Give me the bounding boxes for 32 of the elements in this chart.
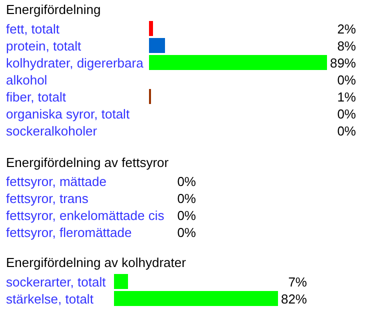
- y-tick-label: sockeralkoholer: [6, 124, 98, 138]
- data-label: 82%: [280, 292, 308, 306]
- data-label: 2%: [337, 22, 356, 36]
- category-label: fettsyror, mättade: [6, 173, 106, 190]
- data-label: 0%: [337, 72, 356, 88]
- data-label: 0%: [177, 190, 196, 207]
- y-tick-label: protein, totalt: [6, 38, 82, 54]
- y-tick-label: sockerarter, totalt: [6, 274, 106, 290]
- data-label: 7%: [288, 274, 308, 290]
- data-label: 89%: [330, 56, 356, 70]
- data-label: 0%: [337, 124, 356, 138]
- category-label: fettsyror, enkelomättade cis: [6, 207, 164, 224]
- bar: [149, 38, 165, 53]
- data-label: 0%: [177, 224, 196, 241]
- data-label: 0%: [177, 173, 196, 190]
- y-tick-label: fett, totalt: [6, 22, 60, 36]
- chart-title: Energifördelning: [5, 1, 102, 19]
- bar: [149, 21, 153, 36]
- y-tick-label: stärkelse, totalt: [6, 292, 94, 306]
- category-label: fettsyror, trans: [6, 190, 88, 207]
- chart-title: Energifördelning av kolhydrater: [5, 254, 187, 272]
- data-label: 0%: [177, 207, 196, 224]
- data-label: 8%: [337, 38, 356, 54]
- category-label: fettsyror, fleromättade: [6, 224, 132, 241]
- y-tick-label: organiska syror, totalt: [6, 106, 130, 122]
- data-label: 1%: [337, 90, 356, 104]
- text: Energifördelning av fettsyror: [5, 154, 170, 172]
- y-tick-label: alkohol: [6, 72, 48, 88]
- bar: [149, 55, 327, 70]
- y-tick-label: fiber, totalt: [6, 90, 66, 104]
- data-label: 0%: [337, 106, 356, 122]
- y-tick-label: kolhydrater, digererbara: [6, 56, 144, 70]
